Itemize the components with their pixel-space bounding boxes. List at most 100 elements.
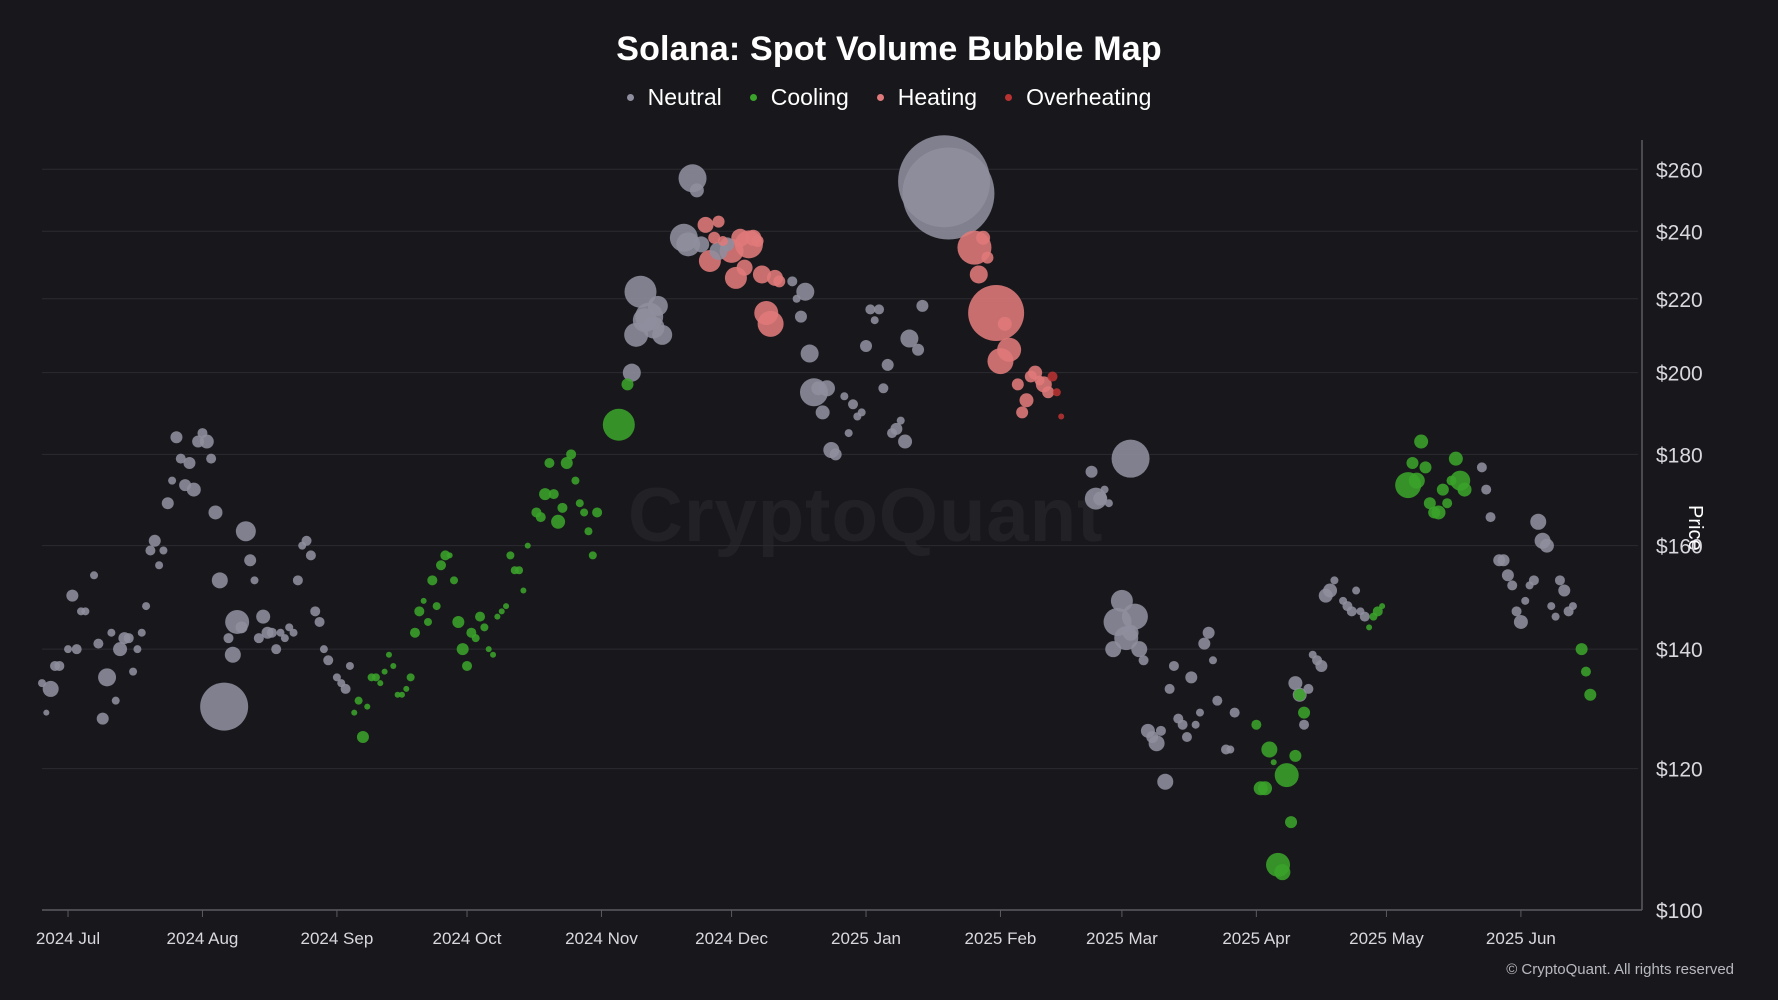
bubble-cooling: [584, 527, 593, 536]
bubble-heating: [997, 337, 1022, 362]
bubble-neutral: [337, 679, 346, 688]
bubble-cooling: [452, 615, 465, 628]
bubble-neutral: [292, 575, 303, 586]
bubble-cooling: [1270, 759, 1277, 766]
bubble-neutral: [1308, 650, 1317, 659]
bubble-heating: [752, 265, 771, 284]
bubble-cooling: [1423, 497, 1436, 510]
bubble-cooling: [490, 651, 497, 658]
bubble-neutral: [66, 589, 79, 602]
bubble-neutral: [64, 645, 73, 654]
bubble-cooling: [1580, 666, 1591, 677]
bubble-neutral: [1521, 596, 1530, 605]
legend-label: Overheating: [1026, 84, 1152, 110]
bubble-heating: [976, 230, 991, 245]
bubble-neutral: [792, 294, 801, 303]
y-tick-label: $240: [1656, 221, 1703, 244]
bubble-neutral: [1226, 745, 1235, 754]
bubble-neutral: [113, 642, 128, 657]
x-tick-label: 2025 Jan: [831, 929, 901, 948]
bubble-neutral: [1212, 695, 1223, 706]
bubble-cooling: [548, 489, 559, 500]
bubble-neutral: [223, 633, 234, 644]
bubble-heating: [981, 251, 994, 264]
bubble-neutral: [844, 429, 853, 438]
bubble-neutral: [1164, 683, 1175, 694]
bubble-neutral: [155, 561, 164, 570]
y-tick-label: $140: [1656, 639, 1703, 662]
bubble-neutral: [1539, 538, 1554, 553]
bubble-heating: [773, 275, 786, 288]
bubble-neutral: [874, 304, 885, 315]
bubble-cooling: [551, 514, 566, 529]
bubble-neutral: [887, 428, 898, 439]
bubble-neutral: [1111, 439, 1150, 478]
bubble-neutral: [244, 554, 257, 567]
bubble-neutral: [250, 576, 259, 585]
bubble-heating: [968, 284, 1025, 341]
bubble-neutral: [912, 343, 925, 356]
bubble-cooling: [575, 499, 584, 508]
legend-item-heating[interactable]: Heating: [876, 84, 977, 111]
bubble-cooling: [390, 662, 397, 669]
y-tick-label: $120: [1656, 759, 1703, 782]
bubble-neutral: [123, 633, 134, 644]
bubble-neutral: [870, 316, 879, 325]
bubble-neutral: [829, 448, 842, 461]
bubble-neutral: [168, 476, 177, 485]
bubble-neutral: [1110, 589, 1133, 612]
bubble-neutral: [1501, 569, 1514, 582]
bubble-cooling: [1366, 624, 1373, 631]
bubble-neutral: [235, 621, 248, 634]
bubble-neutral: [1168, 660, 1179, 671]
bubble-neutral: [1511, 606, 1522, 617]
bubble-neutral: [1339, 596, 1348, 605]
bubble-heating: [751, 235, 764, 248]
legend-item-neutral[interactable]: Neutral: [626, 84, 722, 111]
bubble-neutral: [305, 550, 316, 561]
bubble-neutral: [43, 709, 50, 716]
bubble-neutral: [93, 638, 104, 649]
x-tick-label: 2024 Nov: [565, 929, 638, 948]
bubble-neutral: [276, 628, 285, 637]
bubble-cooling: [1414, 434, 1429, 449]
x-tick-label: 2024 Oct: [433, 929, 502, 948]
bubble-cooling: [1274, 864, 1291, 881]
bubble-cooling: [506, 551, 515, 560]
x-tick-label: 2025 May: [1349, 929, 1424, 948]
bubble-neutral: [1121, 603, 1148, 630]
bubble-cooling: [1261, 741, 1278, 758]
bubble-cooling: [440, 550, 451, 561]
bubble-cooling: [1457, 482, 1472, 497]
legend-item-overheating[interactable]: Overheating: [1005, 84, 1151, 111]
y-axis-label: Price: [1684, 505, 1706, 551]
bubble-neutral: [129, 667, 138, 676]
bubble-neutral: [1181, 732, 1192, 743]
bubble-overheating: [1058, 413, 1065, 420]
bubble-neutral: [280, 634, 289, 643]
bubble-neutral: [1229, 707, 1240, 718]
bubble-cooling: [535, 512, 546, 523]
legend-item-cooling[interactable]: Cooling: [749, 84, 849, 111]
bubble-cooling: [1436, 483, 1449, 496]
bubble-neutral: [111, 696, 120, 705]
bubble-cooling: [427, 575, 438, 586]
x-tick-label: 2025 Jun: [1486, 929, 1556, 948]
bubble-neutral: [271, 644, 282, 655]
bubble-cooling: [406, 673, 415, 682]
bubble-cooling: [498, 608, 505, 615]
bubble-neutral: [235, 521, 256, 542]
bubble-neutral: [624, 275, 657, 308]
bubble-neutral: [200, 682, 249, 731]
bubble-neutral: [1476, 462, 1487, 473]
bubble-cooling: [1289, 749, 1302, 762]
bubble-neutral: [107, 628, 116, 637]
bubble-cooling: [1408, 472, 1425, 489]
bubble-cooling: [539, 488, 552, 501]
bubble-cooling: [423, 617, 432, 626]
bubble-cooling: [544, 457, 555, 468]
bubble-neutral: [676, 232, 701, 257]
bubble-neutral: [857, 408, 866, 417]
x-tick-label: 2024 Jul: [36, 929, 100, 948]
